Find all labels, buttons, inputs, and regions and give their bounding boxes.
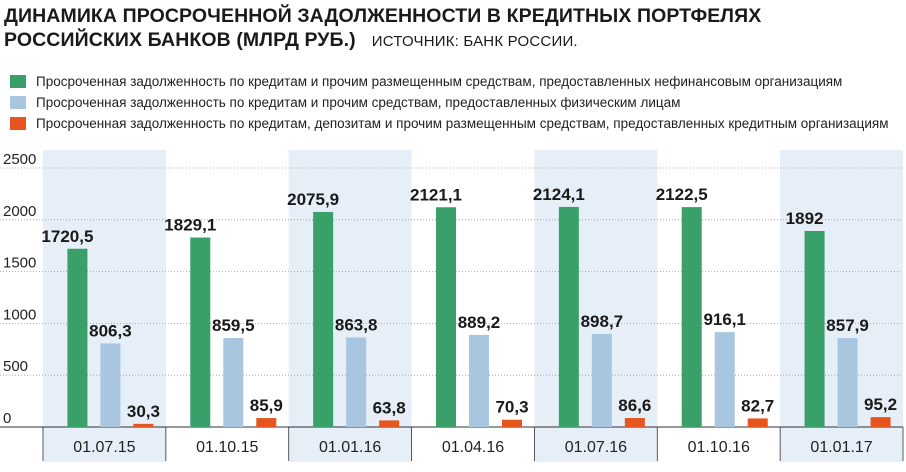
bar <box>681 207 702 427</box>
legend-swatch-orange <box>10 117 26 130</box>
data-label: 2075,9 <box>287 190 339 209</box>
bar <box>837 338 858 427</box>
data-label: 63,8 <box>373 398 406 417</box>
bar <box>100 343 121 427</box>
title-line-2-text: РОССИЙСКИХ БАНКОВ (МЛРД РУБ.) <box>4 29 356 51</box>
data-label: 2124,1 <box>533 185 585 204</box>
data-label: 95,2 <box>864 395 897 414</box>
data-label: 806,3 <box>89 321 132 340</box>
chart-title: ДИНАМИКА ПРОСРОЧЕННОЙ ЗАДОЛЖЕННОСТИ В КР… <box>4 4 761 54</box>
bar <box>223 337 244 427</box>
data-label: 898,7 <box>581 312 624 331</box>
x-tick-label: 01.10.16 <box>688 439 750 456</box>
x-tick-label: 01.01.17 <box>810 439 872 456</box>
bar <box>747 418 768 427</box>
bar <box>313 211 334 427</box>
x-tick-label: 01.07.15 <box>73 439 135 456</box>
data-label: 1892 <box>786 209 824 228</box>
bar <box>256 418 277 427</box>
title-line-2: РОССИЙСКИХ БАНКОВ (МЛРД РУБ.) ИСТОЧНИК: Б… <box>4 28 761 54</box>
y-tick-label: 0 <box>3 410 11 427</box>
data-label: 857,9 <box>826 316 869 335</box>
data-label: 1720,5 <box>41 227 93 246</box>
x-tick-label: 01.10.15 <box>196 439 258 456</box>
data-label: 85,9 <box>250 396 283 415</box>
legend-swatch-green <box>10 75 26 88</box>
bar <box>67 248 88 427</box>
data-label: 859,5 <box>212 316 255 335</box>
bar <box>190 237 211 427</box>
data-label: 1829,1 <box>164 216 216 235</box>
legend-label: Просроченная задолженность по кредитам и… <box>36 95 681 110</box>
legend-label: Просроченная задолженность по кредитам и… <box>36 74 843 89</box>
legend-label: Просроченная задолженность по кредитам, … <box>36 116 889 131</box>
source-note: ИСТОЧНИК: БАНК РОССИИ. <box>371 33 578 50</box>
legend-swatch-lightblue <box>10 96 26 109</box>
data-label: 2122,5 <box>656 185 708 204</box>
data-label: 889,2 <box>458 313 501 332</box>
data-label: 86,6 <box>618 396 651 415</box>
data-label: 863,8 <box>335 316 378 335</box>
bar <box>624 418 645 427</box>
bar <box>469 334 489 427</box>
y-tick-label: 1000 <box>3 306 36 323</box>
bar <box>591 333 612 427</box>
bar <box>133 423 154 427</box>
y-tick-label: 2500 <box>3 151 36 168</box>
data-label: 30,3 <box>127 402 160 421</box>
x-tick-label: 01.07.16 <box>565 439 627 456</box>
title-line-1: ДИНАМИКА ПРОСРОЧЕННОЙ ЗАДОЛЖЕННОСТИ В КР… <box>4 5 762 27</box>
data-label: 70,3 <box>495 398 528 417</box>
data-label: 2121,1 <box>410 185 462 204</box>
y-tick-label: 2000 <box>3 203 36 220</box>
bar <box>558 206 579 427</box>
bar <box>346 337 367 427</box>
data-label: 916,1 <box>703 310 746 329</box>
x-tick-label: 01.01.16 <box>319 439 381 456</box>
bar <box>436 207 456 427</box>
bar <box>379 420 400 427</box>
legend-item-credit-orgs: Просроченная задолженность по кредитам, … <box>10 113 889 134</box>
y-tick-label: 500 <box>3 358 28 375</box>
bar <box>714 332 735 427</box>
legend-item-individuals: Просроченная задолженность по кредитам и… <box>10 92 889 113</box>
bar <box>870 417 891 427</box>
data-label: 82,7 <box>741 396 774 415</box>
bar <box>804 230 825 427</box>
x-tick-label: 01.04.16 <box>442 439 504 456</box>
bar <box>502 419 522 427</box>
legend: Просроченная задолженность по кредитам и… <box>10 71 889 134</box>
legend-item-nonfinancial: Просроченная задолженность по кредитам и… <box>10 71 889 92</box>
y-tick-label: 1500 <box>3 255 36 272</box>
